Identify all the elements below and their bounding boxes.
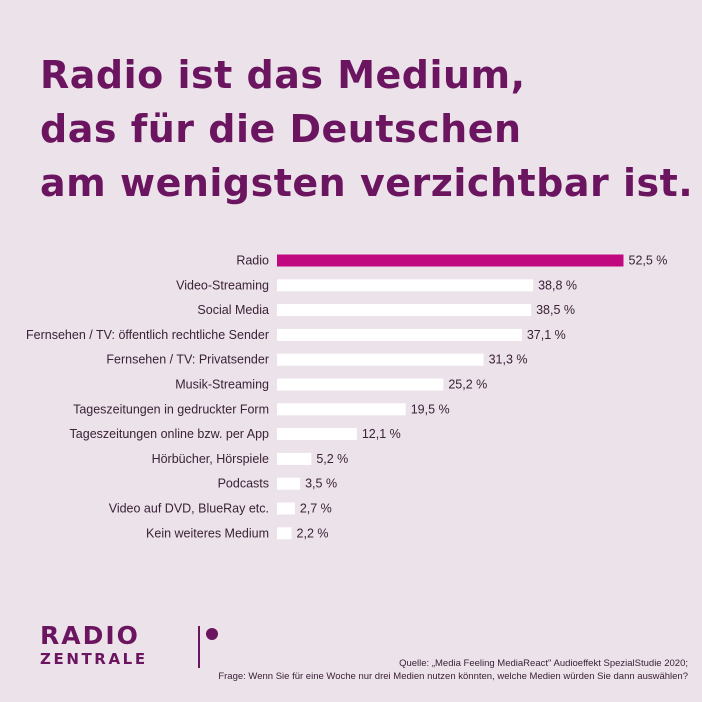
radiozentrale-logo: RADIO ZENTRALE	[40, 621, 218, 668]
category-label: Video-Streaming	[176, 278, 269, 292]
category-label: Tageszeitungen online bzw. per App	[70, 427, 269, 441]
headline-line-1: Radio ist das Medium,	[40, 53, 526, 97]
logo-text-zentrale: ZENTRALE	[40, 650, 148, 668]
value-label: 3,5 %	[305, 477, 337, 491]
logo-divider	[198, 626, 200, 668]
bar	[277, 502, 295, 515]
category-label: Kein weiteres Medium	[146, 526, 269, 540]
source-line-2: Frage: Wenn Sie für eine Woche nur drei …	[218, 671, 688, 682]
source-line-1: Quelle: „Media Feeling MediaReact" Audio…	[399, 658, 688, 669]
value-label: 5,2 %	[316, 452, 348, 466]
category-label: Social Media	[197, 303, 269, 317]
value-label: 2,7 %	[300, 502, 332, 516]
headline-line-3: am wenigsten verzichtbar ist.	[40, 161, 694, 205]
value-label: 37,1 %	[527, 328, 566, 342]
bar	[277, 527, 292, 540]
value-label: 38,5 %	[536, 303, 575, 317]
bar	[277, 452, 312, 465]
value-label: 2,2 %	[297, 526, 329, 540]
headline: Radio ist das Medium, das für die Deutsc…	[40, 48, 693, 210]
bar	[277, 477, 301, 490]
bar	[277, 328, 522, 341]
category-label: Podcasts	[218, 477, 269, 491]
value-label: 38,8 %	[538, 278, 577, 292]
value-label: 52,5 %	[629, 254, 668, 268]
category-label: Fernsehen / TV: Privatsender	[106, 353, 269, 367]
logo-dot-icon	[206, 628, 218, 640]
category-label: Video auf DVD, BlueRay etc.	[109, 502, 269, 516]
value-label: 19,5 %	[411, 402, 450, 416]
category-label: Radio	[236, 254, 269, 268]
logo-text-radio: RADIO	[40, 621, 140, 650]
bar	[277, 378, 444, 391]
category-label: Fernsehen / TV: öffentlich rechtliche Se…	[26, 328, 269, 342]
category-label: Tageszeitungen in gedruckter Form	[73, 402, 269, 416]
value-label: 12,1 %	[362, 427, 401, 441]
bar-chart: Radio 52,5 % Video-Streaming 38,8 % Social M…	[26, 254, 668, 541]
category-label: Hörbücher, Hörspiele	[152, 452, 269, 466]
category-label: Musik-Streaming	[175, 378, 269, 392]
value-label: 31,3 %	[489, 353, 528, 367]
bar	[277, 254, 624, 267]
bar	[277, 304, 532, 317]
value-label: 25,2 %	[448, 378, 487, 392]
bar	[277, 353, 484, 366]
source-note: Quelle: „Media Feeling MediaReact" Audio…	[218, 657, 688, 683]
headline-line-2: das für die Deutschen	[40, 107, 522, 151]
bar	[277, 279, 534, 292]
bar	[277, 403, 406, 416]
bar	[277, 428, 357, 441]
